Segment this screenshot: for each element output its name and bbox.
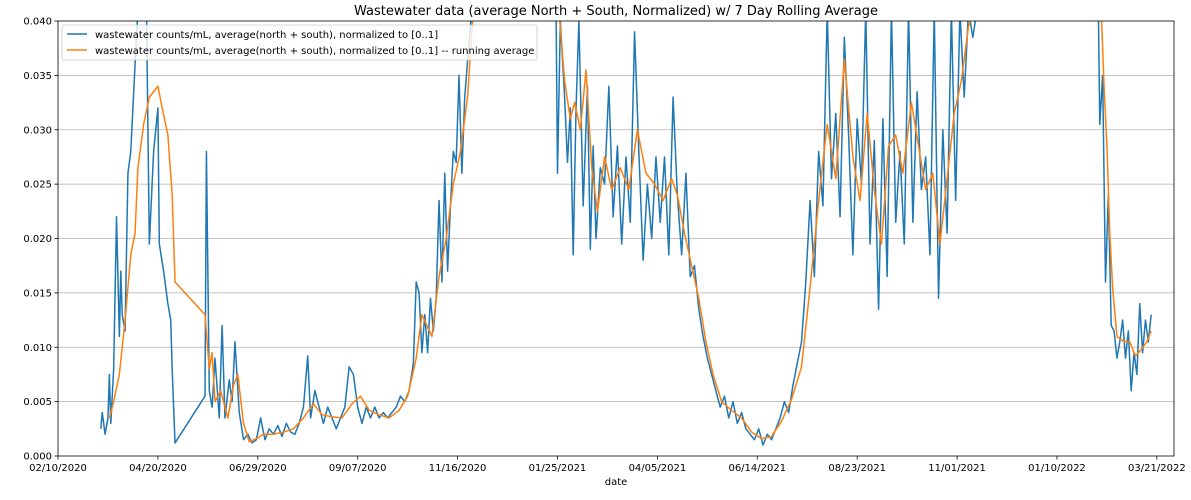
x-tick-label: 06/29/2020 <box>229 463 287 474</box>
legend-box <box>61 24 538 61</box>
x-tick-label: 09/07/2020 <box>329 463 387 474</box>
x-tick-label: 02/10/2020 <box>29 463 87 474</box>
y-tick-label: 0.030 <box>23 125 52 136</box>
y-tick-label: 0.035 <box>23 71 52 82</box>
legend-label-raw: wastewater counts/mL, average(north + so… <box>95 30 438 41</box>
y-tick-label: 0.020 <box>23 234 52 245</box>
plot-area <box>100 21 1152 446</box>
x-tick-label: 03/21/2022 <box>1128 463 1186 474</box>
y-tick-label: 0.010 <box>23 343 52 354</box>
x-axis: 02/10/2020 04/20/2020 06/29/2020 09/07/2020… <box>29 456 1186 474</box>
legend-label-running-average: wastewater counts/mL, average(north + so… <box>95 46 534 57</box>
series-line-raw <box>100 21 1152 446</box>
series-line-running-average <box>108 21 1152 443</box>
x-tick-label: 01/10/2022 <box>1028 463 1086 474</box>
y-tick-label: 0.015 <box>23 288 52 299</box>
legend: wastewater counts/mL, average(north + so… <box>61 24 538 61</box>
y-tick-label: 0.025 <box>23 180 52 191</box>
y-tick-label: 0.000 <box>23 452 52 463</box>
x-tick-label: 11/01/2021 <box>928 463 986 474</box>
x-tick-label: 06/14/2021 <box>728 463 786 474</box>
chart-title: Wastewater data (average North + South, … <box>354 4 878 19</box>
x-tick-label: 04/05/2021 <box>629 463 687 474</box>
y-axis: 0.000 0.005 0.010 0.015 0.020 0.025 0.030 0.035… <box>23 17 58 463</box>
y-tick-label: 0.040 <box>23 17 52 28</box>
x-tick-label: 11/16/2020 <box>429 463 487 474</box>
x-tick-label: 01/25/2021 <box>529 463 587 474</box>
y-gridlines <box>58 74 1174 403</box>
x-axis-label: date <box>605 477 628 488</box>
y-tick-label: 0.005 <box>23 397 52 408</box>
x-tick-label: 08/23/2021 <box>828 463 886 474</box>
x-tick-label: 04/20/2020 <box>129 463 187 474</box>
